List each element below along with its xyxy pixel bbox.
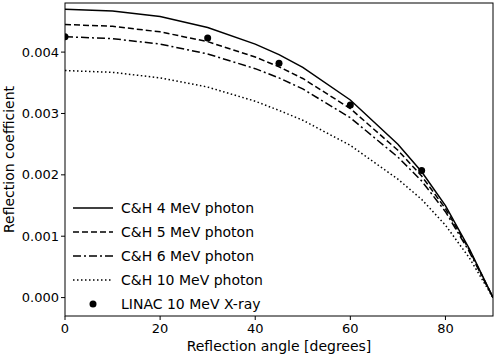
y-tick [61,113,65,114]
legend-label: C&H 4 MeV photon [121,200,254,216]
x-tick [160,316,161,320]
y-tick [61,236,65,237]
y-tick [61,297,65,298]
x-tick-label: 40 [247,321,264,336]
y-axis-label: Reflection coefficient [1,85,17,233]
y-tick-label: 0.002 [22,167,59,182]
y-tick [61,52,65,53]
x-tick [65,316,66,320]
legend-label: C&H 6 MeV photon [121,248,254,264]
x-tick-label: 20 [152,321,169,336]
x-tick [350,316,351,320]
legend-marker [90,301,97,308]
x-tick-label: 60 [342,321,359,336]
data-line [65,9,493,297]
plot-area [65,9,493,297]
data-line [65,71,493,298]
legend-line [73,279,113,281]
x-axis-label: Reflection angle [degrees] [187,338,372,354]
legend-line [73,255,113,257]
data-point [276,60,283,67]
x-tick [445,316,446,320]
legend-label: LINAC 10 MeV X-ray [121,296,261,312]
y-tick-label: 0.000 [22,290,59,305]
legend-line [73,231,113,233]
data-point [65,33,69,40]
legend: C&H 4 MeV photon C&H 5 MeV photon C&H 6 Me… [73,200,263,312]
data-line [65,37,493,298]
x-tick [255,316,256,320]
y-tick-label: 0.001 [22,229,59,244]
x-tick-label: 0 [61,321,69,336]
data-line [65,24,493,297]
legend-line [73,207,113,209]
y-tick [61,174,65,175]
data-point [347,101,354,108]
y-tick-label: 0.004 [22,45,59,60]
legend-label: C&H 5 MeV photon [121,224,254,240]
data-point [204,34,211,41]
y-tick-label: 0.003 [22,106,59,121]
chart: 0 20 40 60 80 0.000 0.001 0.002 0.003 0.004 Reflec… [0,0,500,354]
legend-label: C&H 10 MeV photon [121,272,263,288]
data-point [418,167,425,174]
plot-frame [65,3,493,316]
x-tick-label: 80 [437,321,454,336]
